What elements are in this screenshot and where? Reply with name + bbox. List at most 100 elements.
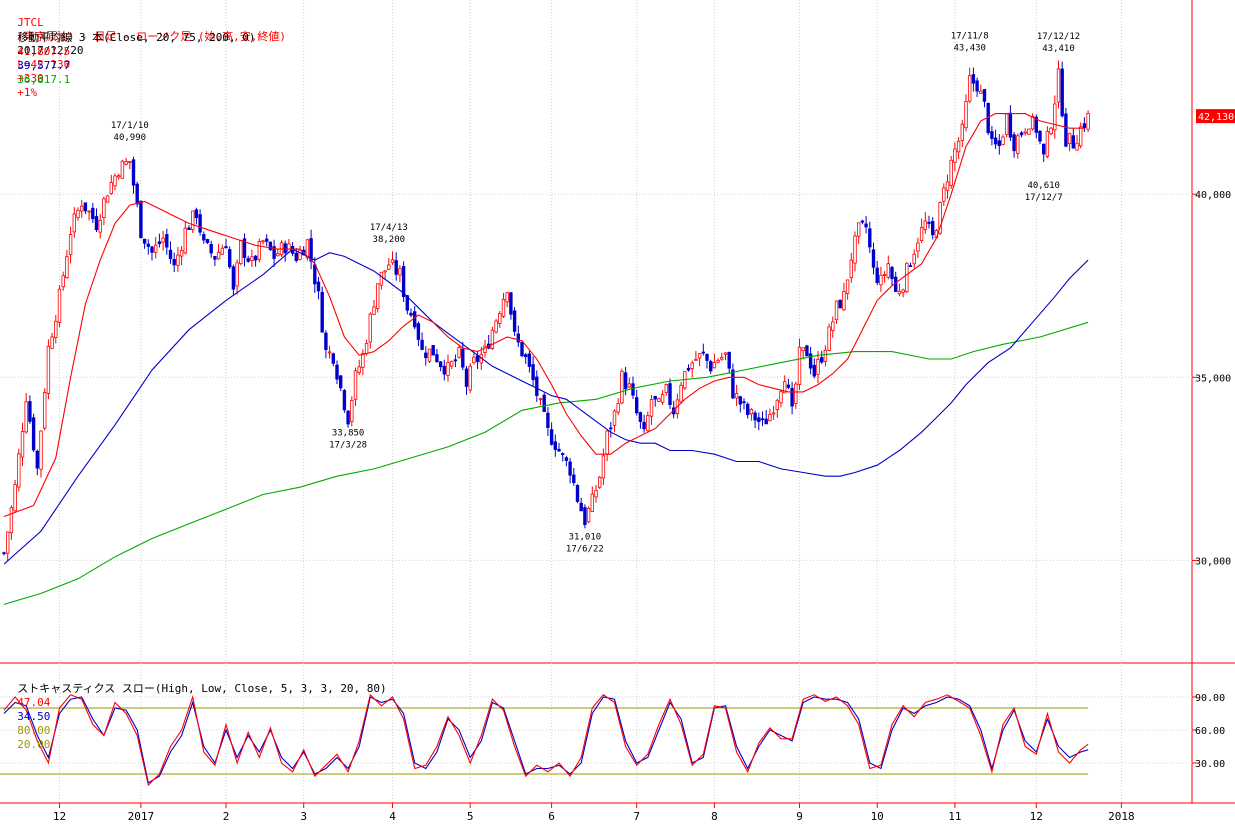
candle-down [908,265,913,267]
candle-down [764,418,768,425]
candle-down [264,238,269,242]
change-pct-label: +1% [17,86,38,99]
stoch-lower-value: 20.00 [17,738,51,751]
candle-down [668,383,672,405]
candle-down [453,359,458,362]
candle-down [890,266,894,280]
candle-up [879,274,883,286]
candle-up [831,321,835,331]
candle-up [287,243,291,253]
candle-up [120,160,125,179]
candle-down [982,89,987,102]
candle-down [409,312,413,316]
candle-up [153,244,158,253]
candle-up [1075,142,1079,151]
candle-up [620,370,624,404]
candle-up [1045,131,1050,157]
candle-down [268,241,273,251]
candle-down [157,241,162,245]
x-tick-label: 12 [1030,810,1043,823]
candle-up [72,213,76,233]
candle-down [139,200,143,239]
candle-down [520,341,524,357]
candle-up [457,347,461,358]
candle-up [690,362,694,369]
candle-up [664,384,668,393]
annotation-price: 43,410 [1042,44,1075,54]
candle-up [938,202,942,234]
candle-down [564,457,569,461]
candle-up [794,383,798,404]
candle-down [1042,143,1046,155]
candle-down [642,421,646,430]
candle-up [498,313,502,324]
candle-up [368,313,372,343]
candle-up [657,398,661,402]
candle-up [849,259,853,279]
candle-down [808,353,813,369]
candle-down [524,354,528,358]
price-tick-label: 40,000 [1195,190,1231,201]
x-tick-label: 11 [948,810,961,823]
candle-down [424,352,428,359]
candle-down [416,323,421,340]
candle-down [338,375,343,389]
candle-down [579,502,583,512]
candle-up [749,409,754,415]
candle-up [216,251,221,260]
candle-up [601,455,606,479]
x-tick-label: 10 [871,810,884,823]
candle-down [346,410,350,425]
candle-down [705,353,709,361]
candle-up [305,239,310,259]
candle-down [438,361,443,368]
candle-up [1049,127,1053,135]
candle-down [820,357,824,363]
candle-up [446,362,450,376]
candle-down [1008,112,1013,138]
annotation-date: 17/12/7 [1025,193,1063,203]
candle-up [916,242,920,252]
candle-up [13,484,17,512]
candle-up [697,353,702,359]
annotation-date: 17/6/22 [566,544,604,554]
candle-up [357,366,361,374]
candle-up [590,493,594,512]
candle-up [949,159,953,186]
candle-down [461,348,465,368]
candle-down [557,448,561,452]
candle-down [1064,113,1068,147]
annotation-date: 17/12/12 [1037,32,1080,42]
candle-down [227,249,232,268]
candle-up [923,220,927,230]
candle-up [783,381,787,394]
candle-down [760,418,765,421]
candle-down [194,209,199,219]
candle-up [816,358,820,375]
candle-down [561,453,565,455]
candle-up [364,343,369,354]
ma20-value: 41,807.5 [17,45,71,58]
candle-down [168,249,173,260]
candle-up [827,326,831,351]
candle-down [246,258,250,262]
candle-down [316,281,321,292]
candle-up [1023,131,1027,134]
candle-down [746,403,750,415]
candle-up [350,400,354,423]
candle-up [54,320,58,338]
candle-down [549,429,554,445]
candle-up [102,198,106,218]
candle-down [202,234,206,241]
ma200-line [3,321,1089,605]
candle-down [131,159,136,186]
candle-down [812,364,816,377]
candle-up [616,403,620,413]
stoch-tick-label: 90.00 [1195,693,1225,704]
candle-up [882,274,887,276]
chart-title-bar: JTCL (東京原油) - 日足 - ローソク足 (始,高,安,終値) 2017… [4,2,286,100]
candle-down [638,412,643,422]
candle-down [172,259,176,266]
candle-up [261,240,265,243]
